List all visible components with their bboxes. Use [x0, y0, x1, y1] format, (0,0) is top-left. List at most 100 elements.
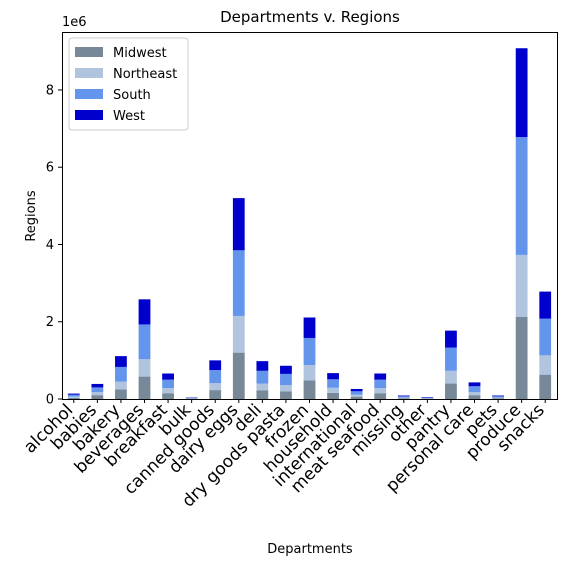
- legend-frame: [68, 37, 189, 131]
- bar-pets-south: [492, 396, 504, 398]
- plot-area-frame: [62, 32, 558, 400]
- bar-snacks-midwest: [539, 374, 552, 399]
- y-axis-title: Regions: [24, 190, 39, 242]
- bar-household-west: [327, 373, 339, 380]
- bar-missing-south: [397, 396, 410, 398]
- bar-missing-northeast: [397, 397, 410, 399]
- bar-breakfast-midwest: [162, 393, 174, 399]
- bar-snacks-south: [539, 318, 552, 356]
- bar-frozen-northeast: [303, 365, 316, 381]
- bar-dairy-eggs-south: [232, 250, 245, 316]
- bar-personal-care-northeast: [468, 392, 481, 396]
- bar-alcohol-midwest: [67, 397, 80, 399]
- bar-international-south: [350, 391, 363, 395]
- bar-pantry-south: [445, 347, 457, 371]
- y-tick-label: 8: [46, 83, 54, 98]
- legend: Midwest Northeast South West: [68, 37, 189, 131]
- x-axis-title: Departments: [267, 542, 353, 557]
- bar-pantry-west: [445, 330, 457, 348]
- bar-bakery-northeast: [115, 381, 127, 390]
- legend-swatch-northeast: [75, 68, 103, 78]
- bar-canned-goods-west: [209, 360, 222, 371]
- bar-breakfast-northeast: [162, 388, 174, 394]
- bar-beverages-northeast: [138, 359, 151, 377]
- bar-dry-goods-pasta-west: [280, 365, 292, 374]
- bar-other-south: [421, 397, 434, 399]
- bar-deli-south: [256, 370, 269, 384]
- bar-produce-south: [515, 137, 528, 255]
- bar-meat-seafood-midwest: [374, 393, 387, 399]
- x-axis-ticks: alcoholbabiesbakerybeveragesbreakfastbul…: [20, 399, 549, 511]
- bar-beverages-midwest: [138, 376, 151, 399]
- bar-missing-west: [397, 395, 410, 397]
- bar-dairy-eggs-west: [232, 198, 245, 251]
- legend-swatch-midwest: [75, 47, 103, 57]
- y-axis-ticks: 0 2 4 6 8: [46, 83, 62, 408]
- bar-breakfast-west: [162, 373, 174, 380]
- bar-babies-west: [91, 383, 104, 388]
- bar-snacks-west: [539, 291, 552, 319]
- bar-meat-seafood-northeast: [374, 388, 387, 394]
- bar-international-midwest: [350, 396, 363, 399]
- bar-canned-goods-midwest: [209, 390, 222, 399]
- bar-pets-northeast: [492, 397, 504, 399]
- bar-bakery-midwest: [115, 389, 127, 399]
- bar-household-south: [327, 379, 339, 388]
- bar-bakery-south: [115, 366, 127, 382]
- bar-alcohol-south: [67, 394, 80, 397]
- bar-dry-goods-pasta-northeast: [280, 385, 292, 392]
- bar-babies-south: [91, 387, 104, 393]
- bar-alcohol-northeast: [67, 396, 80, 398]
- bar-missing-midwest: [397, 398, 410, 399]
- legend-swatch-west: [75, 110, 103, 120]
- bar-international-northeast: [350, 394, 363, 397]
- bar-beverages-west: [138, 299, 151, 325]
- bar-canned-goods-south: [209, 370, 222, 384]
- bar-deli-west: [256, 361, 269, 371]
- bar-household-midwest: [327, 392, 339, 399]
- bars-group: [67, 48, 552, 399]
- bar-produce-northeast: [515, 254, 528, 317]
- bar-pantry-northeast: [445, 370, 457, 384]
- bar-personal-care-west: [468, 382, 481, 387]
- bar-frozen-south: [303, 337, 316, 365]
- bar-personal-care-midwest: [468, 395, 481, 399]
- bar-bakery-west: [115, 356, 127, 367]
- bar-dairy-eggs-midwest: [232, 352, 245, 399]
- bar-household-northeast: [327, 387, 339, 393]
- bar-produce-midwest: [515, 316, 528, 399]
- bar-dairy-eggs-northeast: [232, 315, 245, 353]
- chart-title: Departments v. Regions: [220, 8, 400, 26]
- legend-label-west: West: [113, 109, 145, 124]
- bar-pets-midwest: [492, 398, 504, 399]
- bar-deli-northeast: [256, 383, 269, 391]
- y-tick-label: 4: [46, 238, 54, 253]
- bar-pantry-midwest: [445, 383, 457, 399]
- bar-dry-goods-pasta-south: [280, 373, 292, 386]
- bar-snacks-northeast: [539, 355, 552, 375]
- y-tick-label: 2: [46, 315, 54, 330]
- bar-beverages-south: [138, 324, 151, 360]
- bar-frozen-west: [303, 317, 316, 338]
- bar-alcohol-west: [67, 393, 80, 395]
- legend-label-south: South: [113, 88, 151, 103]
- legend-label-midwest: Midwest: [113, 46, 167, 61]
- y-axis-offset-label: 1e6: [62, 15, 87, 30]
- bar-frozen-midwest: [303, 380, 316, 399]
- bar-dry-goods-pasta-midwest: [280, 391, 292, 399]
- bar-personal-care-south: [468, 386, 481, 393]
- y-tick-label: 6: [46, 161, 54, 176]
- bar-pets-west: [492, 395, 504, 397]
- bar-breakfast-south: [162, 379, 174, 389]
- bar-babies-northeast: [91, 392, 104, 396]
- bar-deli-midwest: [256, 390, 269, 399]
- bar-produce-west: [515, 48, 528, 138]
- bar-international-west: [350, 388, 363, 392]
- bar-meat-seafood-south: [374, 379, 387, 389]
- legend-swatch-south: [75, 89, 103, 99]
- legend-label-northeast: Northeast: [113, 67, 177, 82]
- bar-meat-seafood-west: [374, 373, 387, 380]
- y-tick-label: 0: [46, 393, 54, 408]
- bar-babies-midwest: [91, 395, 104, 399]
